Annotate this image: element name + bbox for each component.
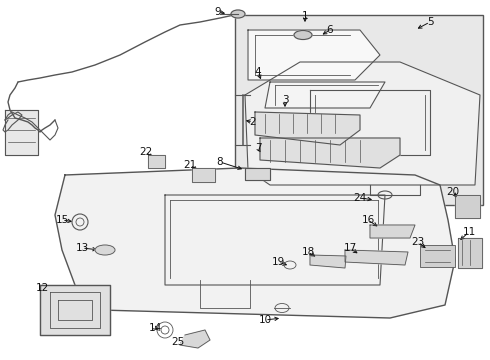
Ellipse shape (95, 245, 115, 255)
Polygon shape (455, 195, 480, 218)
Text: 16: 16 (362, 215, 375, 225)
Ellipse shape (294, 31, 312, 40)
Polygon shape (55, 168, 455, 318)
Polygon shape (180, 330, 210, 348)
Text: 13: 13 (75, 243, 89, 253)
Text: 11: 11 (463, 227, 476, 237)
Text: 23: 23 (412, 237, 425, 247)
Polygon shape (40, 285, 110, 335)
Polygon shape (148, 155, 165, 168)
Polygon shape (255, 112, 360, 145)
Text: 22: 22 (139, 147, 152, 157)
Text: 8: 8 (217, 157, 223, 167)
Polygon shape (370, 225, 415, 238)
Text: 6: 6 (327, 25, 333, 35)
Text: 24: 24 (353, 193, 367, 203)
Text: 21: 21 (183, 160, 196, 170)
Text: 17: 17 (343, 243, 357, 253)
Text: 18: 18 (301, 247, 315, 257)
Polygon shape (458, 238, 482, 268)
Text: 10: 10 (258, 315, 271, 325)
Ellipse shape (231, 10, 245, 18)
Text: 5: 5 (427, 17, 433, 27)
Text: 12: 12 (35, 283, 49, 293)
Text: 7: 7 (255, 143, 261, 153)
Polygon shape (5, 110, 38, 155)
Text: 15: 15 (55, 215, 69, 225)
Polygon shape (245, 62, 480, 185)
Text: 1: 1 (302, 11, 308, 21)
Text: 25: 25 (172, 337, 185, 347)
Polygon shape (192, 168, 215, 182)
Text: 3: 3 (282, 95, 288, 105)
Text: 19: 19 (271, 257, 285, 267)
Text: 20: 20 (446, 187, 460, 197)
Text: 2: 2 (250, 117, 256, 127)
Polygon shape (310, 255, 346, 268)
Text: 9: 9 (215, 7, 221, 17)
Text: 14: 14 (148, 323, 162, 333)
FancyBboxPatch shape (420, 245, 455, 267)
Polygon shape (245, 168, 270, 180)
Polygon shape (260, 138, 400, 168)
Text: 4: 4 (255, 67, 261, 77)
Polygon shape (265, 82, 385, 108)
Polygon shape (248, 30, 380, 80)
Polygon shape (345, 250, 408, 265)
FancyBboxPatch shape (235, 15, 483, 205)
